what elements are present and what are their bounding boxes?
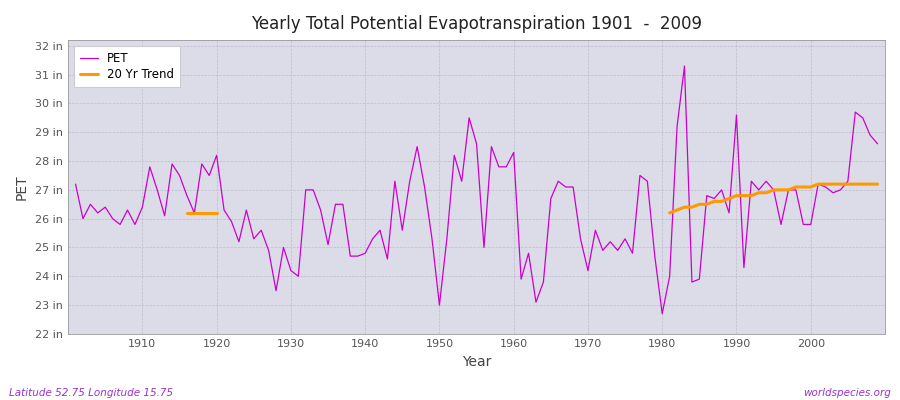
Text: Latitude 52.75 Longitude 15.75: Latitude 52.75 Longitude 15.75 <box>9 388 173 398</box>
PET <box>872 141 883 146</box>
Legend: PET, 20 Yr Trend: PET, 20 Yr Trend <box>74 46 180 87</box>
20 Yr Trend <box>203 210 214 215</box>
PET <box>338 202 348 207</box>
PET <box>501 164 512 169</box>
Title: Yearly Total Potential Evapotranspiration 1901  -  2009: Yearly Total Potential Evapotranspiratio… <box>251 15 702 33</box>
Text: worldspecies.org: worldspecies.org <box>803 388 891 398</box>
PET <box>508 150 519 155</box>
20 Yr Trend <box>182 210 193 215</box>
Line: PET: PET <box>76 66 878 314</box>
20 Yr Trend <box>212 210 222 215</box>
20 Yr Trend <box>196 210 207 215</box>
20 Yr Trend <box>189 210 200 215</box>
Y-axis label: PET: PET <box>15 174 29 200</box>
PET <box>680 64 690 68</box>
PET <box>657 311 668 316</box>
PET <box>70 182 81 186</box>
X-axis label: Year: Year <box>462 355 491 369</box>
PET <box>292 274 303 279</box>
PET <box>598 248 608 253</box>
PET <box>130 222 140 227</box>
